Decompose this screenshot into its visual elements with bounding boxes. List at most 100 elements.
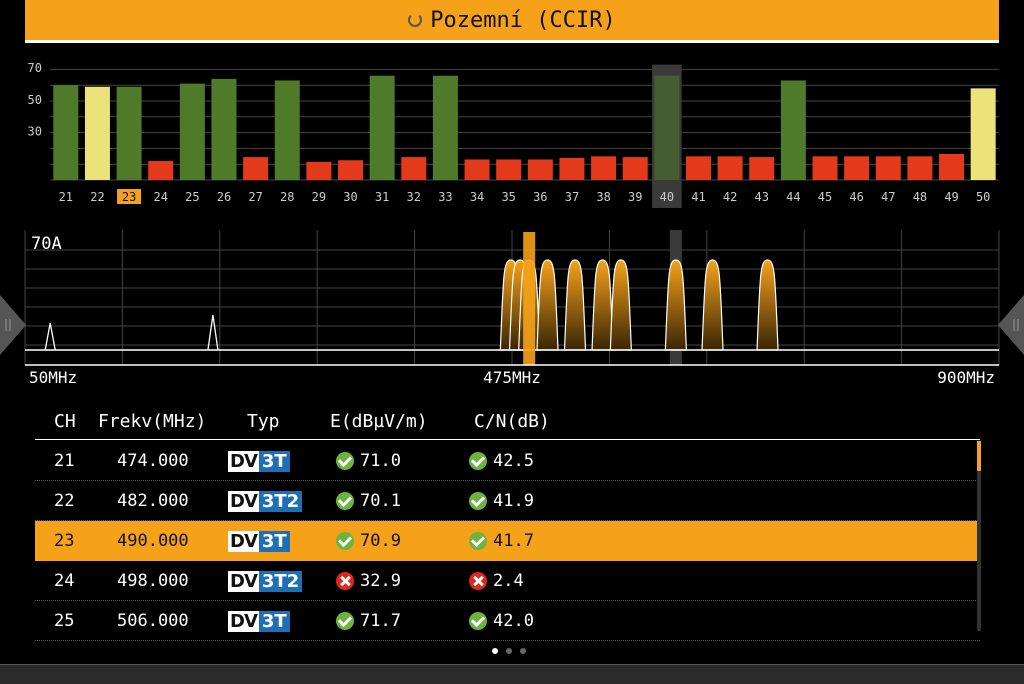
bottom-toolbar[interactable] [0, 664, 1024, 684]
channel-bar-50 [970, 88, 996, 180]
cell-channel: 25 [54, 611, 75, 631]
cell-channel: 24 [54, 571, 75, 591]
table-row-channel-21[interactable]: 21 474.000 DV 3T 71.0 42.5 [35, 441, 980, 481]
column-header-field-strength: E(dBµV/m) [330, 411, 428, 432]
page-dot[interactable] [520, 648, 526, 654]
table-row-channel-23[interactable]: 23 490.000 DV 3T 70.9 41.7 [35, 521, 980, 561]
channel-label-24: 24 [153, 190, 167, 204]
cell-cn: 41.9 [493, 491, 534, 511]
channel-label-26: 26 [217, 190, 231, 204]
channel-bar-42 [717, 156, 743, 180]
cell-field-strength: 71.7 [360, 611, 401, 631]
channel-label-45: 45 [818, 190, 832, 204]
cell-frequency: 490.000 [117, 531, 189, 551]
noise-peak [44, 322, 56, 351]
channel-bar-46 [844, 156, 870, 180]
channel-bar-48 [907, 156, 933, 180]
channel-label-35: 35 [501, 190, 515, 204]
dvb-logo-right: 3T2 [258, 490, 303, 512]
cell-channel: 21 [54, 451, 75, 471]
table-header: CH Frekv(MHz) Typ E(dBµV/m) C/N(dB) [35, 405, 980, 440]
carrier-peak [609, 259, 632, 351]
channel-bar-26 [211, 78, 237, 180]
dvb-logo-right: 3T [258, 530, 290, 552]
check-icon [336, 532, 354, 550]
channel-bar-43 [749, 157, 775, 180]
cell-channel: 22 [54, 491, 75, 511]
table-row-channel-24[interactable]: 24 498.000 DV 3T2 32.9 2.4 [35, 561, 980, 601]
error-icon [336, 572, 354, 590]
channel-bar-35 [496, 159, 522, 180]
channel-label-37: 37 [565, 190, 579, 204]
table-scrollbar[interactable] [977, 441, 981, 631]
cell-frequency: 506.000 [117, 611, 189, 631]
channel-label-43: 43 [755, 190, 769, 204]
next-arrow-icon[interactable] [998, 295, 1024, 355]
column-header-ch: CH [54, 411, 76, 432]
dvb-logo-right: 3T [258, 450, 290, 472]
cell-frequency: 474.000 [117, 451, 189, 471]
cell-cn: 41.7 [493, 531, 534, 551]
channel-label-46: 46 [849, 190, 863, 204]
channel-bar-37 [559, 157, 585, 180]
dvb-logo-right: 3T2 [258, 570, 303, 592]
channel-bar-36 [527, 159, 553, 180]
y-tick-label: 70 [28, 61, 42, 75]
channel-bar-40 [654, 75, 680, 180]
page-indicator[interactable] [492, 648, 526, 654]
frequency-cursor [523, 232, 536, 365]
channel-label-50: 50 [976, 190, 990, 204]
channel-label-27: 27 [248, 190, 262, 204]
channel-label-40: 40 [660, 190, 674, 204]
channel-label-21: 21 [59, 190, 73, 204]
cell-frequency: 498.000 [117, 571, 189, 591]
channel-bar-25 [179, 83, 205, 180]
channel-level-chart[interactable]: 70 50 30 21 22 23 24 25 26 27 28 29 30 31 32 33 34 35 36 37… [0, 55, 1024, 210]
cell-cn: 2.4 [493, 571, 524, 591]
channel-label-25: 25 [185, 190, 199, 204]
channel-bar-31 [369, 75, 395, 180]
page-dot[interactable] [506, 648, 512, 654]
title-bar: Pozemní (CCIR) [25, 0, 999, 43]
table-row-channel-25[interactable]: 25 506.000 DV 3T 71.7 42.0 [35, 601, 980, 641]
channel-label-32: 32 [407, 190, 421, 204]
channel-bar-29 [306, 161, 332, 180]
cell-cn: 42.5 [493, 451, 534, 471]
dvb-logo-icon: DV 3T2 [228, 489, 303, 513]
channel-label-23: 23 [122, 190, 136, 204]
previous-arrow-icon[interactable] [0, 295, 26, 355]
scrollbar-thumb[interactable] [977, 441, 981, 471]
spectrum-display[interactable]: 70A 50MHz 475MHz 900MHz [0, 225, 1024, 390]
table-row-channel-22[interactable]: 22 482.000 DV 3T2 70.1 41.9 [35, 481, 980, 521]
center-frequency-label: 475MHz [483, 368, 541, 387]
page-dot[interactable] [492, 648, 498, 654]
dvb-logo-icon: DV 3T2 [228, 569, 303, 593]
cell-field-strength: 70.9 [360, 531, 401, 551]
check-icon [336, 452, 354, 470]
channel-bar-32 [401, 157, 427, 180]
channel-label-30: 30 [343, 190, 357, 204]
cell-cn: 42.0 [493, 611, 534, 631]
channel-bar-23 [116, 86, 142, 180]
selected-channel-marker [117, 189, 142, 204]
channel-label-49: 49 [944, 190, 958, 204]
loading-spinner-icon [408, 13, 423, 27]
check-icon [469, 492, 487, 510]
channel-bar-44 [780, 80, 806, 180]
column-header-cn: C/N(dB) [474, 411, 550, 432]
carrier-peak [536, 259, 559, 351]
channel-label-39: 39 [628, 190, 642, 204]
channel-label-22: 22 [90, 190, 104, 204]
channel-label-44: 44 [786, 190, 800, 204]
dvb-logo-right: 3T [258, 610, 290, 632]
channel-bar-38 [591, 156, 617, 180]
dvb-logo-left: DV [228, 450, 259, 472]
check-icon [336, 612, 354, 630]
carrier-peak [756, 259, 779, 351]
channel-label-41: 41 [691, 190, 705, 204]
channel-bar-24 [148, 161, 174, 180]
start-frequency-label: 50MHz [29, 368, 77, 387]
error-icon [469, 572, 487, 590]
channel-label-48: 48 [913, 190, 927, 204]
page-title: Pozemní (CCIR) [430, 7, 616, 33]
